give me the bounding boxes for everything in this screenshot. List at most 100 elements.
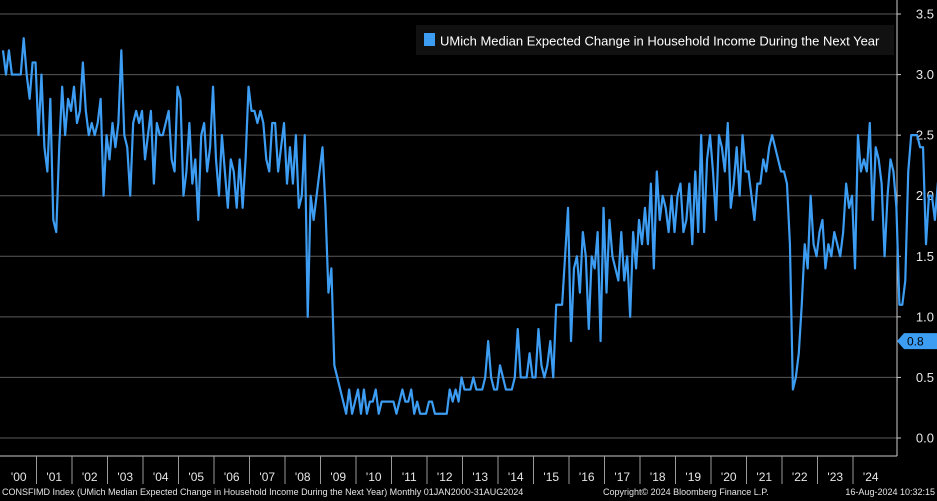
data-point xyxy=(277,171,279,173)
data-point xyxy=(345,413,347,415)
y-tick-label: 0.5 xyxy=(916,370,934,385)
data-point xyxy=(455,389,457,391)
data-point xyxy=(452,401,454,403)
data-point xyxy=(535,377,537,379)
data-point xyxy=(387,401,389,403)
data-point xyxy=(283,122,285,124)
data-point xyxy=(141,110,143,112)
data-point xyxy=(893,171,895,173)
data-point xyxy=(188,122,190,124)
y-tick-label: 0.0 xyxy=(916,431,934,446)
data-point xyxy=(259,110,261,112)
x-tick-label: '17 xyxy=(614,470,630,484)
data-point xyxy=(251,110,253,112)
data-point xyxy=(576,255,578,257)
data-point xyxy=(91,122,93,124)
data-point xyxy=(759,183,761,185)
data-point xyxy=(754,219,756,221)
data-point xyxy=(804,243,806,245)
data-point xyxy=(890,158,892,160)
data-point xyxy=(674,231,676,233)
data-point xyxy=(44,146,46,148)
data-point xyxy=(147,134,149,136)
x-tick-label: '01 xyxy=(46,470,62,484)
data-point xyxy=(496,389,498,391)
data-point xyxy=(112,122,114,124)
data-point xyxy=(919,146,921,148)
legend-swatch xyxy=(424,33,435,46)
data-point xyxy=(898,304,900,306)
data-point xyxy=(156,122,158,124)
data-point xyxy=(304,134,306,136)
data-point xyxy=(863,158,865,160)
data-point xyxy=(869,122,871,124)
data-point xyxy=(579,292,581,294)
data-point xyxy=(416,401,418,403)
data-point xyxy=(73,86,75,88)
data-point xyxy=(896,207,898,209)
data-point xyxy=(520,377,522,379)
data-point xyxy=(508,389,510,391)
data-point xyxy=(541,364,543,366)
data-point xyxy=(688,183,690,185)
x-tick-label: '04 xyxy=(153,470,169,484)
data-point xyxy=(653,268,655,270)
data-point xyxy=(606,292,608,294)
data-point xyxy=(887,195,889,197)
data-point xyxy=(14,74,16,76)
data-point xyxy=(375,389,377,391)
data-point xyxy=(313,219,315,221)
data-point xyxy=(715,219,717,221)
data-point xyxy=(626,255,628,257)
data-point xyxy=(49,98,51,100)
footer-timestamp: 16-Aug-2024 10:32:15 xyxy=(845,487,935,497)
data-point xyxy=(97,122,99,124)
x-tick-label: '15 xyxy=(543,470,559,484)
data-point xyxy=(425,413,427,415)
data-point xyxy=(671,195,673,197)
data-point xyxy=(271,122,273,124)
legend-label: UMich Median Expected Change in Househol… xyxy=(440,34,880,49)
data-point xyxy=(23,37,25,39)
data-point xyxy=(390,401,392,403)
x-tick-label: '07 xyxy=(259,470,275,484)
data-point xyxy=(765,171,767,173)
x-tick-label: '23 xyxy=(827,470,843,484)
data-point xyxy=(316,195,318,197)
y-tick-label: 1.0 xyxy=(916,309,934,324)
data-point xyxy=(549,340,551,342)
data-point xyxy=(200,134,202,136)
data-point xyxy=(407,401,409,403)
data-point xyxy=(286,183,288,185)
x-tick-label: '06 xyxy=(224,470,240,484)
data-point xyxy=(481,389,483,391)
data-point xyxy=(721,146,723,148)
data-point xyxy=(165,122,167,124)
data-point xyxy=(191,183,193,185)
data-point xyxy=(88,134,90,136)
data-point xyxy=(860,171,862,173)
data-point xyxy=(472,377,474,379)
data-point xyxy=(369,401,371,403)
data-point xyxy=(218,195,220,197)
y-tick-label: 2.5 xyxy=(916,128,934,143)
data-point xyxy=(638,219,640,221)
data-point xyxy=(419,413,421,415)
data-point xyxy=(221,134,223,136)
data-point xyxy=(514,377,516,379)
data-point xyxy=(884,255,886,257)
last-value-label: 0.8 xyxy=(907,335,924,349)
data-point xyxy=(70,110,72,112)
data-point xyxy=(617,280,619,282)
data-point xyxy=(449,389,451,391)
data-point xyxy=(795,377,797,379)
data-point xyxy=(756,183,758,185)
data-point xyxy=(582,231,584,233)
data-point xyxy=(499,364,501,366)
data-point xyxy=(745,171,747,173)
data-point xyxy=(280,146,282,148)
data-point xyxy=(458,401,460,403)
data-point xyxy=(928,195,930,197)
x-tick-label: '16 xyxy=(579,470,595,484)
data-point xyxy=(100,98,102,100)
